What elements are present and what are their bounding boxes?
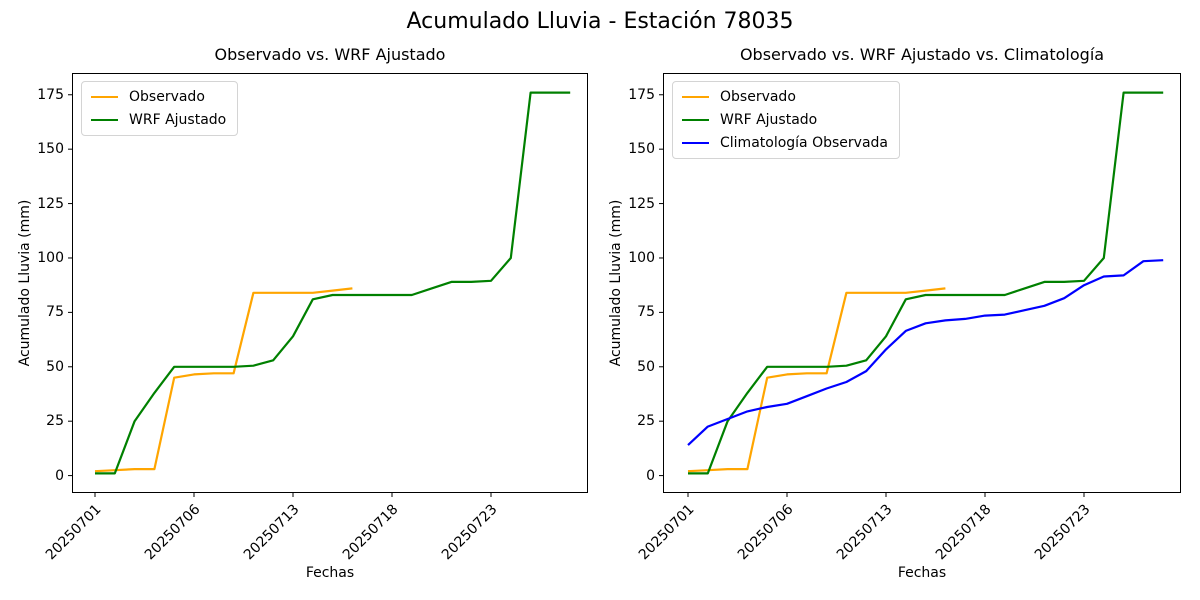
legend-label: Observado (720, 89, 796, 105)
series-line-observado (94, 287, 353, 473)
y-tick-label: 50 (637, 358, 655, 375)
y-tick-label: 50 (46, 358, 64, 375)
legend-label: Climatología Observada (720, 135, 888, 151)
plot-area (659, 73, 1181, 497)
legend-line-sample-climatologia-observada (682, 142, 709, 144)
x-tick-label: 20250713 (833, 501, 896, 564)
legend: Observado WRF Ajustado Climatología Observ… (672, 81, 900, 159)
x-tick-label: 20250701 (635, 501, 698, 564)
x-tick-label: 20250706 (141, 501, 204, 564)
x-tick-label: 20250718 (339, 501, 402, 564)
axes-border (663, 73, 1181, 493)
legend-label: Observado (129, 89, 205, 105)
legend-entry: Observado (91, 89, 226, 105)
y-axis-label: Acumulado Lluvia (mm) (17, 199, 33, 367)
legend-entry: Climatología Observada (682, 135, 888, 151)
plot-area (68, 73, 588, 497)
legend-label: WRF Ajustado (720, 112, 818, 128)
y-tick-label: 125 (628, 195, 655, 212)
x-tick-label: 20250713 (240, 501, 303, 564)
legend-entry: Observado (682, 89, 888, 105)
legend-line-sample-observado (682, 96, 709, 98)
axes-title: Observado vs. WRF Ajustado (214, 45, 446, 64)
x-tick-label: 20250718 (932, 501, 995, 564)
y-tick-label: 100 (37, 249, 64, 266)
series-line-climatologia-observada (687, 259, 1164, 446)
x-tick-label: 20250723 (438, 501, 501, 564)
legend-line-sample-observado (91, 96, 118, 98)
y-tick-label: 25 (46, 413, 64, 430)
x-tick-label: 20250723 (1031, 501, 1094, 564)
y-tick-label: 0 (55, 467, 64, 484)
x-tick-label: 20250706 (734, 501, 797, 564)
chart-observado-wrf-climatologia: Observado vs. WRF Ajustado vs. Climatolo… (608, 45, 1181, 581)
series-line-wrf-ajustado (688, 91, 1164, 475)
figure-title: Acumulado Lluvia - Estación 78035 (406, 9, 794, 34)
legend: Observado WRF Ajustado (81, 81, 239, 136)
chart-observado-wrf: Observado vs. WRF Ajustado Acumulado Llu… (17, 45, 588, 581)
y-axis-label: Acumulado Lluvia (mm) (608, 199, 624, 367)
legend-line-sample-wrf-ajustado (91, 119, 118, 121)
y-tick-label: 0 (646, 467, 655, 484)
y-tick-label: 150 (628, 141, 655, 158)
legend-entry: WRF Ajustado (91, 112, 226, 128)
y-tick-label: 75 (637, 304, 655, 321)
y-tick-label: 75 (46, 304, 64, 321)
y-tick-label: 175 (628, 86, 655, 103)
y-tick-label: 100 (628, 249, 655, 266)
y-tick-label: 25 (637, 413, 655, 430)
legend-line-sample-wrf-ajustado (682, 119, 709, 121)
y-tick-label: 125 (37, 195, 64, 212)
x-axis-label: Fechas (897, 565, 947, 581)
axes-title: Observado vs. WRF Ajustado vs. Climatolo… (739, 45, 1105, 64)
axes-border (72, 73, 588, 493)
y-tick-label: 175 (37, 86, 64, 103)
x-axis-label: Fechas (305, 565, 355, 581)
series-line-observado (687, 287, 946, 473)
series-line-wrf-ajustado (95, 91, 571, 475)
legend-entry: WRF Ajustado (682, 112, 888, 128)
legend-label: WRF Ajustado (129, 112, 227, 128)
x-tick-label: 20250701 (42, 501, 105, 564)
y-tick-label: 150 (37, 141, 64, 158)
